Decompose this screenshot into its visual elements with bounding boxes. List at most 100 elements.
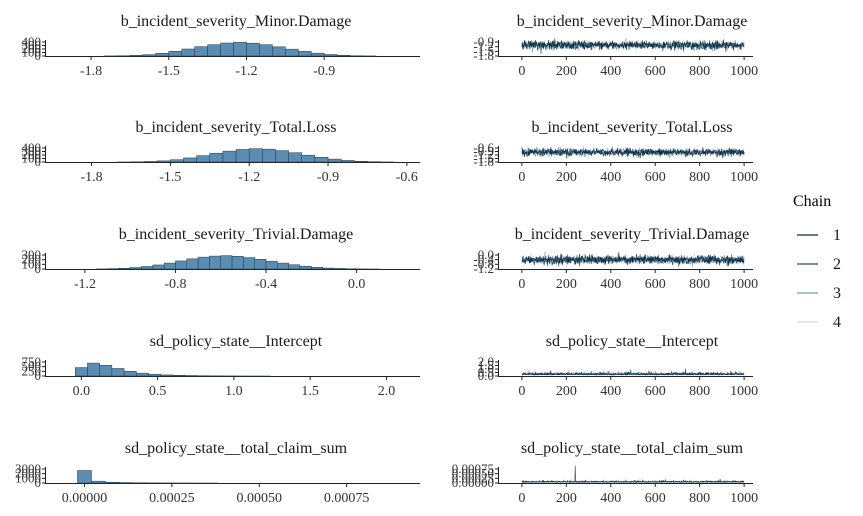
x-tick-label: 1000 — [730, 384, 758, 399]
y-tick-label: 0.5 — [478, 365, 494, 380]
histogram-bar — [156, 160, 171, 163]
panel-title: sd_policy_state__total_claim_sum — [125, 440, 348, 457]
x-tick-label: 0.00050 — [236, 491, 282, 506]
y-tick-label: 1.0 — [478, 361, 494, 376]
y-tick-label: 0 — [35, 261, 42, 276]
x-tick-label: 0.0 — [348, 277, 366, 292]
histogram-bar — [336, 55, 351, 57]
panel-2: b_incident_severity_Minor.Damage 0 200 400 6… — [473, 13, 758, 79]
histogram-bar — [233, 42, 247, 57]
panel-title: b_incident_severity_Trivial.Damage — [515, 226, 749, 243]
x-tick-label: 1000 — [730, 491, 758, 506]
histogram-bar — [259, 44, 273, 57]
histogram-bar — [155, 53, 170, 57]
y-tick-label: -1.2 — [473, 147, 494, 162]
panel-title: b_incident_severity_Minor.Damage — [121, 13, 352, 30]
histogram-bar — [172, 375, 186, 377]
histogram-bar — [91, 480, 106, 484]
x-tick-label: 1000 — [730, 277, 758, 292]
legend-item-chain-2: 2 — [797, 256, 841, 273]
x-tick-label: 800 — [689, 491, 710, 506]
y-tick-label: 200 — [22, 252, 42, 267]
histogram-bar — [285, 48, 299, 57]
histogram-bar — [123, 371, 137, 377]
histogram-bar — [299, 265, 312, 270]
legend-item-chain-1: 1 — [797, 227, 841, 244]
legend-item-chain-3: 3 — [797, 285, 841, 302]
trace-line-chain-1 — [521, 252, 745, 266]
histogram-bar — [129, 55, 144, 57]
histogram-bar — [87, 362, 100, 377]
histogram-bar — [75, 367, 88, 377]
x-tick-label: 200 — [556, 491, 577, 506]
y-tick-label: 200 — [22, 147, 42, 162]
panel-title: sd_policy_state__total_claim_sum — [521, 440, 744, 457]
histogram-bar — [262, 148, 276, 163]
x-tick-label: 200 — [556, 277, 577, 292]
y-tick-label: 0 — [35, 368, 42, 383]
y-tick-label: -1.2 — [473, 261, 494, 276]
trace-line-chain-1 — [521, 39, 745, 52]
histogram-bar — [288, 152, 303, 163]
legend-label: 4 — [833, 314, 841, 331]
x-tick-label: 0 — [518, 64, 525, 79]
histogram-bar — [275, 150, 289, 163]
x-tick-label: -1.5 — [158, 64, 180, 79]
y-tick-label: 250 — [22, 363, 42, 378]
legend-label: 1 — [833, 227, 841, 244]
panel-7: sd_policy_state__Intercept 0.0 0.5 1.0 1.5 2.… — [22, 333, 420, 399]
histogram-bar — [277, 262, 289, 270]
x-tick-label: 1.5 — [301, 384, 319, 399]
y-tick-label: -1.5 — [473, 151, 494, 166]
chain-legend: Chain 1 2 3 4 — [793, 193, 841, 331]
y-tick-label: 2000 — [15, 466, 41, 481]
histogram-bar — [220, 255, 233, 270]
histogram-bar — [311, 267, 323, 270]
histogram-bar — [265, 260, 278, 270]
histogram-bar — [148, 373, 161, 377]
y-tick-label: 0 — [35, 475, 42, 490]
legend-label: 2 — [833, 256, 841, 273]
x-tick-label: 400 — [600, 277, 621, 292]
histogram-bar — [168, 51, 182, 57]
x-tick-label: 1.0 — [225, 384, 243, 399]
histogram-bar — [118, 267, 131, 270]
histogram-bar — [175, 260, 188, 270]
x-tick-label: -1.2 — [74, 277, 96, 292]
y-tick-label: 1000 — [15, 470, 41, 485]
histogram-bar — [129, 267, 142, 270]
histogram-bar — [322, 267, 335, 270]
x-tick-label: 800 — [689, 384, 710, 399]
x-tick-label: -0.8 — [164, 277, 186, 292]
panel-4: b_incident_severity_Total.Loss 0 200 400 600… — [473, 119, 758, 185]
trace-line-chain-1 — [521, 146, 745, 159]
x-tick-label: 600 — [645, 384, 666, 399]
panel-title: b_incident_severity_Trivial.Damage — [119, 226, 353, 243]
histogram-bar — [254, 258, 267, 270]
legend-title: Chain — [793, 193, 831, 210]
y-tick-label: 400 — [22, 34, 42, 49]
histogram-bar — [194, 46, 208, 57]
histogram-bar — [272, 46, 286, 57]
x-tick-label: 200 — [556, 64, 577, 79]
y-tick-label: 100 — [22, 151, 42, 166]
trace-line-chain-1 — [521, 479, 745, 484]
legend-item-chain-4: 4 — [797, 314, 841, 331]
y-tick-label: -0.9 — [473, 34, 494, 49]
x-tick-label: -1.2 — [238, 170, 260, 185]
panel-title: b_incident_severity_Total.Loss — [531, 119, 732, 136]
y-tick-label: 500 — [22, 359, 42, 374]
y-tick-label: 0.0 — [478, 368, 494, 383]
x-tick-label: -1.2 — [235, 64, 257, 79]
x-tick-label: 0.00075 — [324, 491, 370, 506]
histogram-bar — [220, 42, 234, 57]
x-tick-label: 800 — [689, 170, 710, 185]
histogram-bar — [246, 42, 260, 57]
histogram-bar — [136, 372, 149, 377]
x-tick-label: 0 — [518, 491, 525, 506]
x-tick-label: 200 — [556, 384, 577, 399]
x-tick-label: 200 — [556, 170, 577, 185]
histogram-bar — [197, 256, 210, 270]
histogram-bar — [354, 161, 368, 163]
histogram-bar — [314, 157, 329, 163]
